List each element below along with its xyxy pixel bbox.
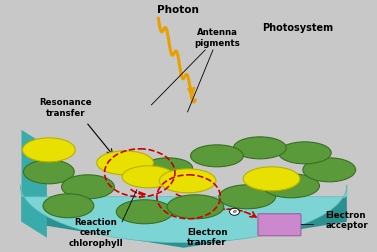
Text: Electron
acceptor: Electron acceptor [325, 211, 368, 231]
Polygon shape [21, 197, 347, 248]
Text: Photon: Photon [157, 5, 199, 15]
Text: Electron
transfer: Electron transfer [187, 228, 227, 247]
Text: Resonance
transfer: Resonance transfer [39, 98, 92, 118]
Ellipse shape [279, 142, 331, 164]
Text: e: e [233, 209, 236, 214]
Ellipse shape [144, 158, 193, 178]
Ellipse shape [233, 137, 286, 159]
Polygon shape [20, 185, 347, 243]
Ellipse shape [167, 195, 224, 219]
Text: Reaction
center
chlorophyll: Reaction center chlorophyll [69, 218, 123, 248]
Ellipse shape [190, 145, 243, 167]
Ellipse shape [263, 174, 319, 198]
Text: Antenna
pigments: Antenna pigments [194, 28, 240, 48]
Ellipse shape [23, 138, 75, 162]
Ellipse shape [303, 158, 356, 182]
Ellipse shape [122, 166, 175, 188]
Ellipse shape [219, 185, 276, 209]
Text: Photosystem: Photosystem [262, 23, 334, 33]
Ellipse shape [243, 167, 300, 191]
FancyBboxPatch shape [258, 214, 301, 236]
Ellipse shape [159, 169, 216, 193]
Ellipse shape [116, 200, 173, 224]
Polygon shape [21, 130, 47, 238]
Ellipse shape [23, 160, 74, 184]
Ellipse shape [61, 175, 114, 199]
Ellipse shape [97, 151, 153, 175]
Ellipse shape [230, 208, 239, 215]
Ellipse shape [43, 194, 94, 218]
